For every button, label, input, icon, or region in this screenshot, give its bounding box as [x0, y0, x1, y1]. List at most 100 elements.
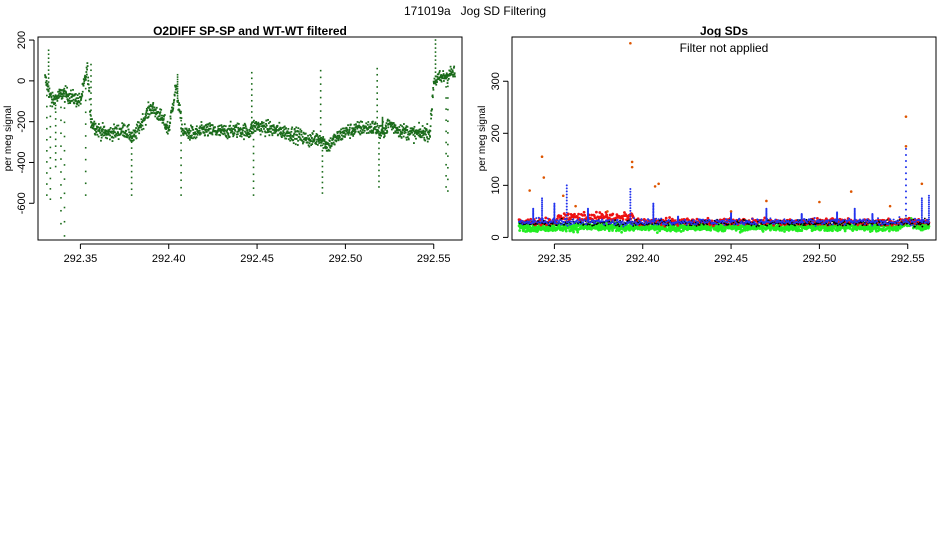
o2diff-point	[318, 134, 321, 137]
o2diff-point	[159, 112, 161, 115]
o2diff-point	[367, 128, 369, 131]
sd-blue-point	[709, 220, 712, 223]
o2diff-point	[283, 131, 285, 134]
o2diff-point	[178, 102, 181, 105]
sd-black-point	[619, 219, 621, 222]
o2diff-point	[365, 132, 368, 135]
o2diff-spike-point	[252, 152, 255, 155]
sd-blue-point	[722, 219, 725, 222]
sd-blue-spike-point	[541, 214, 544, 217]
o2diff-point	[111, 128, 114, 130]
o2diff-point	[203, 131, 206, 134]
sd-blue-point	[578, 218, 581, 221]
o2diff-point	[220, 128, 223, 131]
sd-red-point	[568, 217, 572, 221]
sd-blue-point	[601, 218, 604, 221]
sd-blue-point	[847, 219, 850, 222]
o2diff-point	[383, 136, 385, 139]
o2diff-point	[329, 137, 332, 140]
o2diff-point	[193, 136, 196, 139]
o2diff-point	[378, 132, 380, 135]
o2diff-point	[86, 65, 89, 67]
o2diff-point	[195, 128, 197, 130]
sd-blue-spike-point	[652, 210, 655, 213]
sd-blue-point	[608, 219, 611, 222]
sd-blue-spike-point	[652, 202, 655, 205]
o2diff-point	[429, 130, 432, 132]
o2diff-point	[412, 129, 415, 132]
o2diff-point	[349, 123, 352, 126]
o2diff-point	[200, 121, 203, 123]
sd-red-point	[816, 217, 819, 220]
o2diff-point	[384, 127, 386, 130]
sd-blue-spike-point	[541, 220, 544, 223]
o2diff-point	[127, 123, 130, 126]
sd-blue-point	[582, 221, 585, 224]
sd-red-point	[856, 223, 860, 227]
o2diff-point	[204, 134, 206, 137]
o2diff-point	[392, 122, 395, 124]
sd-blue-spike-point	[553, 220, 556, 223]
o2diff-point	[374, 121, 377, 124]
o2diff-point	[127, 134, 130, 137]
o2diff-point	[257, 126, 260, 129]
o2diff-spike-point	[250, 111, 253, 113]
sd-blue-point	[884, 219, 887, 222]
o2diff-point	[373, 128, 375, 131]
o2diff-point	[296, 144, 299, 146]
o2diff-point	[254, 130, 257, 133]
sd-black-point	[750, 224, 753, 227]
sd-blue-point	[528, 222, 531, 225]
o2diff-point	[435, 79, 438, 82]
o2diff-point	[217, 129, 220, 132]
o2diff-point	[93, 127, 95, 130]
o2diff-point	[356, 127, 359, 130]
o2diff-point	[418, 128, 421, 131]
o2diff-point	[341, 127, 344, 130]
o2diff-point	[285, 131, 288, 134]
o2diff-point	[172, 101, 175, 104]
o2diff-spike-point	[180, 171, 182, 174]
o2diff-spike-point	[434, 51, 437, 53]
o2diff-point	[130, 132, 133, 135]
o2diff-point	[348, 128, 351, 131]
o2diff-point	[264, 126, 267, 128]
o2diff-point	[197, 130, 200, 132]
o2diff-point	[223, 130, 225, 133]
sd-red-point	[611, 212, 615, 216]
o2diff-point	[322, 147, 325, 149]
o2diff-point	[98, 128, 101, 131]
sd-blue-point	[692, 219, 695, 222]
sd-blue-spike-point	[553, 217, 556, 220]
sd-black-point	[808, 223, 811, 226]
sd-blue-point	[620, 222, 623, 225]
o2diff-point	[244, 130, 246, 133]
o2diff-spike-point	[252, 194, 255, 196]
sd-red-point	[594, 210, 598, 214]
o2diff-point	[134, 135, 137, 137]
sd-blue-point	[656, 223, 659, 226]
o2diff-point	[385, 122, 388, 124]
sd-red-point	[598, 211, 602, 214]
o2diff-point	[55, 95, 57, 98]
o2diff-point	[150, 105, 153, 108]
o2diff-point	[64, 85, 67, 87]
sd-red-point	[594, 216, 598, 220]
o2diff-point	[298, 132, 301, 135]
sd-black-point	[618, 225, 621, 228]
o2diff-point	[101, 133, 104, 136]
o2diff-point	[296, 134, 298, 136]
o2diff-point	[348, 132, 351, 134]
o2diff-spike-point	[84, 75, 87, 78]
o2diff-point	[129, 133, 131, 136]
o2diff-point	[429, 125, 432, 128]
o2diff-point	[75, 97, 78, 100]
o2diff-spike-point	[130, 182, 133, 185]
o2diff-point	[160, 118, 163, 121]
sd-black-point	[695, 225, 698, 227]
o2diff-spike-point	[376, 116, 378, 119]
o2diff-point	[55, 96, 58, 99]
sd-blue-point	[806, 221, 809, 224]
o2diff-point	[186, 129, 189, 132]
o2diff-point	[159, 108, 162, 111]
